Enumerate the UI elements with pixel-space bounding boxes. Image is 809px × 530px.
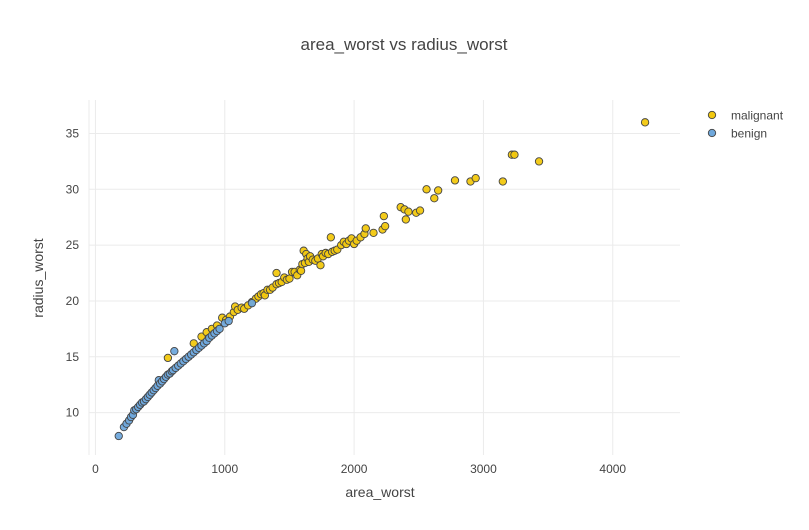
legend: malignant benign — [707, 109, 784, 141]
malignant-point[interactable] — [316, 261, 325, 270]
malignant-point[interactable] — [422, 185, 431, 194]
benign-point[interactable] — [247, 299, 257, 308]
legend-marker-malignant — [707, 110, 717, 120]
y-tick-label: 30 — [66, 182, 80, 196]
malignant-point[interactable] — [401, 215, 410, 224]
benign-point[interactable] — [170, 347, 179, 356]
y-tick-label: 15 — [66, 350, 80, 364]
malignant-point[interactable] — [471, 173, 480, 183]
legend-item-malignant[interactable]: malignant — [707, 109, 784, 123]
y-axis-label: radius_worst — [30, 238, 46, 317]
malignant-point[interactable] — [272, 268, 281, 278]
malignant-point[interactable] — [380, 221, 390, 231]
y-tick-label: 10 — [66, 406, 80, 420]
malignant-point[interactable] — [163, 353, 173, 363]
x-tick-label: 0 — [92, 462, 99, 476]
malignant-point[interactable] — [296, 266, 306, 275]
x-tick-labels: 0 1000 2000 3000 4000 — [92, 462, 626, 476]
malignant-point[interactable] — [430, 194, 439, 203]
points-layer — [114, 118, 650, 441]
y-tick-label: 35 — [66, 126, 80, 140]
legend-label-benign: benign — [731, 127, 767, 141]
malignant-point[interactable] — [510, 150, 519, 159]
x-axis-label: area_worst — [345, 484, 414, 500]
x-tick-label: 1000 — [211, 462, 238, 476]
malignant-point[interactable] — [404, 207, 413, 216]
y-tick-labels: 10 15 20 25 30 35 — [66, 126, 80, 419]
y-tick-label: 25 — [66, 238, 80, 252]
y-tick-label: 20 — [66, 294, 80, 308]
malignant-point[interactable] — [434, 186, 443, 195]
benign-point[interactable] — [215, 324, 224, 333]
x-tick-label: 4000 — [599, 462, 626, 476]
benign-point[interactable] — [114, 431, 123, 441]
malignant-point[interactable] — [640, 118, 650, 127]
malignant-point[interactable] — [379, 211, 388, 221]
legend-item-benign[interactable]: benign — [707, 127, 767, 141]
malignant-point[interactable] — [450, 176, 460, 185]
chart-title: area_worst vs radius_worst — [301, 35, 508, 54]
series-benign — [114, 299, 257, 441]
malignant-point[interactable] — [498, 177, 507, 186]
x-tick-label: 2000 — [341, 462, 368, 476]
malignant-point[interactable] — [369, 228, 378, 238]
x-tick-label: 3000 — [470, 462, 497, 476]
malignant-point[interactable] — [326, 233, 335, 242]
malignant-point[interactable] — [415, 206, 425, 215]
benign-point[interactable] — [224, 316, 233, 326]
malignant-point[interactable] — [534, 157, 544, 166]
legend-label-malignant: malignant — [731, 109, 784, 123]
malignant-point[interactable] — [361, 224, 370, 233]
legend-marker-benign — [707, 128, 717, 138]
